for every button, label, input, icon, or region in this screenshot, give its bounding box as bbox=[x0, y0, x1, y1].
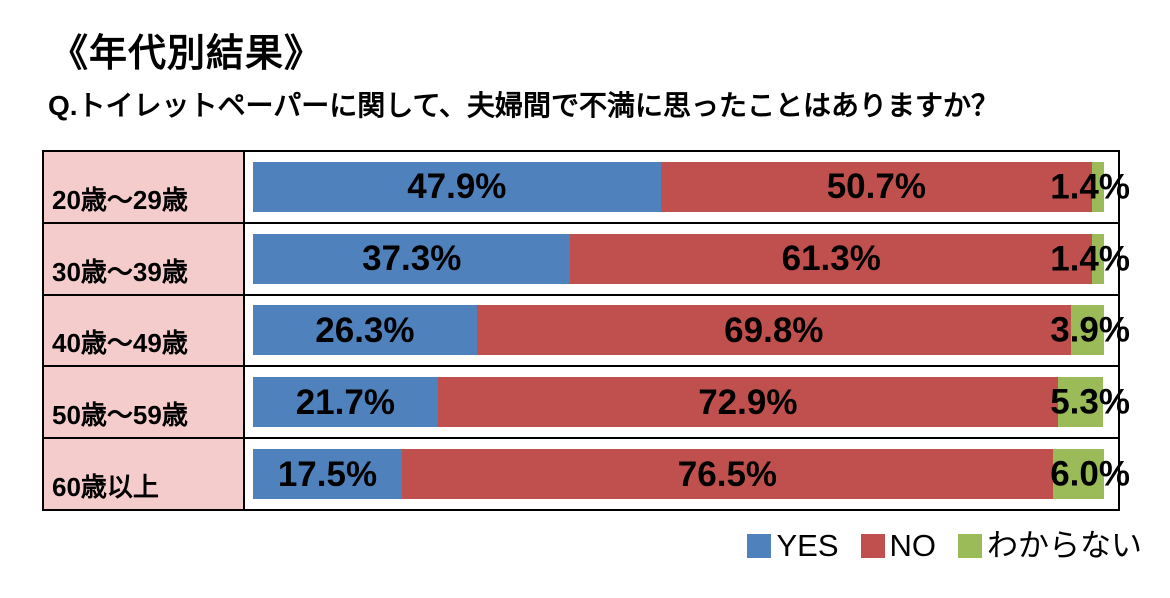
bar-segment-no: 76.5% bbox=[401, 449, 1053, 500]
age-group-label: 20歳～29歳 bbox=[44, 152, 245, 222]
bar-segment-yes: 37.3% bbox=[253, 233, 571, 284]
bar-segment-unknown bbox=[1058, 377, 1104, 428]
page-title: 《年代別結果》 bbox=[50, 33, 324, 75]
legend-label-unknown: わからない bbox=[987, 528, 1142, 563]
bar-segment-no: 50.7% bbox=[660, 161, 1093, 212]
value-label-yes: 37.3% bbox=[362, 239, 462, 279]
legend-item-unknown: わからない bbox=[958, 530, 1142, 561]
stacked-bar-chart: 20歳～29歳 47.9% 50.7% 1.4% 30歳～39歳 37.3% 6… bbox=[42, 150, 1130, 511]
age-group-label: 40歳～49歳 bbox=[44, 295, 245, 366]
legend-swatch-yes bbox=[747, 533, 772, 558]
chart-row-30s: 30歳～39歳 37.3% 61.3% 1.4% bbox=[44, 221, 1130, 294]
chart-row-50s: 50歳～59歳 21.7% 72.9% 5.3% bbox=[44, 365, 1130, 438]
value-label-unknown: 6.0% bbox=[1050, 454, 1130, 494]
value-label-yes: 17.5% bbox=[277, 454, 378, 494]
bar-cell: 47.9% 50.7% 1.4% bbox=[245, 152, 1130, 222]
legend-item-no: NO bbox=[860, 528, 937, 563]
bar-segment-unknown bbox=[1092, 161, 1104, 212]
legend-item-yes: YES bbox=[747, 528, 839, 563]
value-label-yes: 47.9% bbox=[407, 167, 507, 207]
bar-track: 47.9% 50.7% 1.4% bbox=[253, 161, 1130, 212]
bar-segment-unknown bbox=[1092, 233, 1104, 284]
value-label-no: 50.7% bbox=[826, 167, 926, 207]
legend-swatch-unknown bbox=[958, 533, 982, 558]
bar-track: 17.5% 76.5% 6.0% bbox=[253, 449, 1130, 500]
legend-label-no: NO bbox=[889, 528, 937, 563]
age-group-label: 60歳以上 bbox=[44, 439, 245, 509]
bar-cell: 26.3% 69.8% 3.9% bbox=[245, 295, 1130, 366]
legend-label-yes: YES bbox=[776, 528, 839, 563]
bar-cell: 37.3% 61.3% 1.4% bbox=[245, 223, 1130, 294]
value-label-no: 69.8% bbox=[724, 310, 824, 350]
bar-segment-yes: 47.9% bbox=[253, 161, 661, 212]
bar-track: 21.7% 72.9% 5.3% bbox=[253, 377, 1130, 428]
chart-row-40s: 40歳～49歳 26.3% 69.8% 3.9% bbox=[44, 293, 1130, 366]
legend-swatch-no bbox=[860, 533, 885, 558]
bar-track: 26.3% 69.8% 3.9% bbox=[253, 305, 1130, 356]
chart-row-20s: 20歳～29歳 47.9% 50.7% 1.4% bbox=[44, 152, 1130, 222]
age-group-label: 50歳～59歳 bbox=[44, 367, 245, 438]
value-label-unknown: 3.9% bbox=[1050, 310, 1130, 350]
bar-segment-unknown bbox=[1052, 449, 1104, 500]
value-label-no: 61.3% bbox=[781, 239, 881, 279]
value-label-yes: 26.3% bbox=[315, 310, 415, 350]
value-label-no: 76.5% bbox=[677, 454, 778, 494]
bar-segment-no: 69.8% bbox=[476, 305, 1071, 356]
value-label-unknown: 1.4% bbox=[1050, 167, 1130, 207]
age-group-label: 30歳～39歳 bbox=[44, 223, 245, 294]
bar-cell: 17.5% 76.5% 6.0% bbox=[245, 439, 1130, 509]
bar-segment-unknown bbox=[1070, 305, 1104, 356]
bar-segment-yes: 21.7% bbox=[253, 377, 438, 428]
chart-row-60plus: 60歳以上 17.5% 76.5% 6.0% bbox=[44, 437, 1130, 509]
bar-cell: 21.7% 72.9% 5.3% bbox=[245, 367, 1130, 438]
value-label-yes: 21.7% bbox=[295, 382, 395, 422]
value-label-no: 72.9% bbox=[698, 382, 798, 422]
bar-segment-no: 72.9% bbox=[437, 377, 1059, 428]
survey-question: Q.トイレットペーパーに関して、夫婦間で不満に思ったことはありますか？ bbox=[48, 90, 1000, 121]
bar-segment-yes: 17.5% bbox=[253, 449, 402, 500]
value-label-unknown: 5.3% bbox=[1050, 382, 1130, 422]
legend: YES NO わからない bbox=[747, 530, 1142, 561]
bar-segment-yes: 26.3% bbox=[253, 305, 477, 356]
bar-track: 37.3% 61.3% 1.4% bbox=[253, 233, 1130, 284]
bar-segment-no: 61.3% bbox=[570, 233, 1093, 284]
value-label-unknown: 1.4% bbox=[1050, 239, 1130, 279]
